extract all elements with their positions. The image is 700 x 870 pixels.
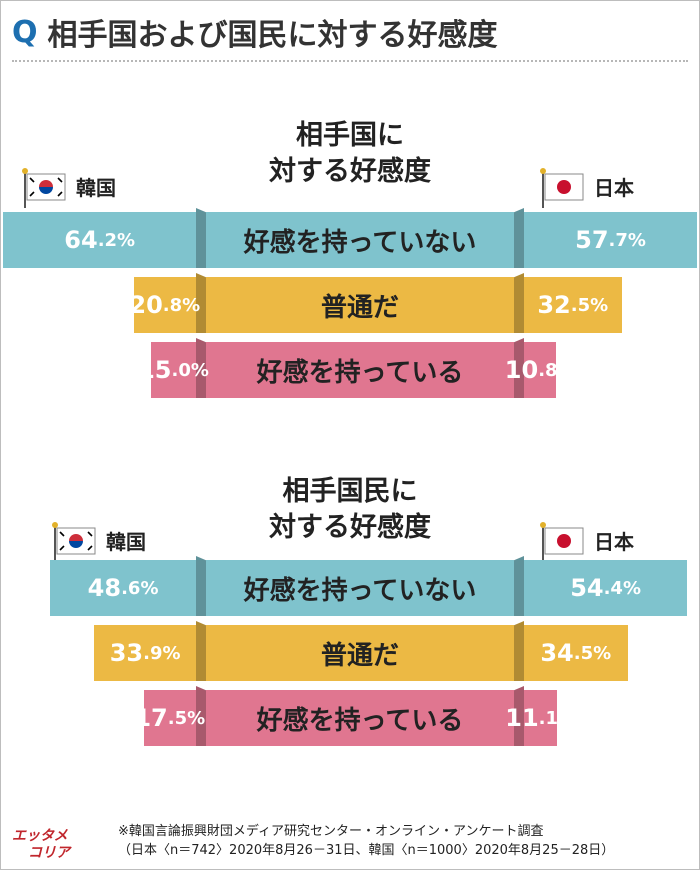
korea-bar: 33.9% bbox=[94, 625, 196, 681]
page-title: Q 相手国および国民に対する好感度 bbox=[12, 10, 498, 54]
value-dec: .7% bbox=[608, 229, 646, 251]
svg-text:エッタメ: エッタメ bbox=[12, 828, 69, 844]
korea-label: 韓国 bbox=[106, 529, 146, 554]
value-int: 64 bbox=[64, 226, 98, 254]
source-line-2: （日本〈n＝742〉2020年8月26－31日、韓国〈n＝1000〉2020年8… bbox=[118, 843, 615, 858]
fold-shadow bbox=[514, 208, 524, 268]
japan-bar: 57.7% bbox=[524, 212, 698, 268]
fold-shadow bbox=[196, 273, 206, 333]
chart-1-heading-line-2: 対する好感度 bbox=[269, 156, 431, 187]
fold-shadow bbox=[514, 273, 524, 333]
fold-shadow bbox=[196, 338, 206, 398]
fold-shadow bbox=[196, 621, 206, 681]
chart-2-korea-label: 韓国 bbox=[52, 522, 146, 562]
chart-2-heading-line-1: 相手国民に bbox=[282, 476, 418, 507]
source-note: ※韓国言論振興財団メディア研究センター・オンライン・アンケート調査 （日本〈n＝… bbox=[118, 822, 614, 860]
value-int: 54 bbox=[570, 574, 604, 602]
category-label: 好感を持っていない bbox=[206, 560, 514, 616]
japan-bar: 54.4% bbox=[524, 560, 688, 616]
chart-1-korea-label: 韓国 bbox=[22, 168, 116, 208]
chart-2-heading: 相手国民に 対する好感度 bbox=[240, 474, 460, 546]
fold-shadow bbox=[514, 556, 524, 616]
question-mark-label: Q bbox=[12, 14, 38, 50]
japan-flag-icon bbox=[540, 522, 588, 562]
japan-label: 日本 bbox=[594, 175, 634, 200]
value-int: 57 bbox=[575, 226, 609, 254]
svg-text:コリア: コリア bbox=[28, 845, 72, 861]
korea-bar: 17.5% bbox=[134, 690, 205, 746]
value-int: 15 bbox=[138, 356, 172, 384]
korea-label: 韓国 bbox=[76, 175, 116, 200]
chart-2-japan-label: 日本 bbox=[540, 522, 634, 562]
value-int: 20 bbox=[129, 291, 163, 319]
korea-bar: 15.0% bbox=[138, 342, 209, 398]
value-dec: .8% bbox=[538, 359, 576, 381]
category-label: 好感を持っている bbox=[206, 342, 514, 398]
value-dec: .0% bbox=[171, 359, 209, 381]
value-int: 34 bbox=[540, 639, 574, 667]
value-int: 17 bbox=[134, 704, 168, 732]
value-int: 33 bbox=[109, 639, 144, 667]
category-label: 普通だ bbox=[206, 625, 514, 681]
fold-shadow bbox=[196, 686, 206, 746]
fold-shadow bbox=[514, 338, 524, 398]
japan-label: 日本 bbox=[594, 529, 634, 554]
source-line-1: ※韓国言論振興財団メディア研究センター・オンライン・アンケート調査 bbox=[118, 824, 544, 839]
value-dec: .2% bbox=[97, 229, 136, 251]
japan-flag-icon bbox=[540, 168, 588, 208]
korea-bar: 48.6% bbox=[50, 560, 196, 616]
japan-bar: 10.8% bbox=[505, 342, 576, 398]
title-divider bbox=[12, 60, 688, 62]
category-label: 普通だ bbox=[206, 277, 514, 333]
japan-bar: 11.1% bbox=[505, 690, 576, 746]
chart-1-heading-line-1: 相手国に bbox=[296, 120, 404, 151]
value-dec: .9% bbox=[143, 642, 181, 664]
fold-shadow bbox=[196, 556, 206, 616]
korea-bar: 20.8% bbox=[129, 277, 200, 333]
value-int: 48 bbox=[87, 574, 122, 602]
value-int: 11 bbox=[505, 704, 539, 732]
value-int: 10 bbox=[504, 356, 539, 384]
korea-flag-icon bbox=[52, 522, 100, 562]
title-text: 相手国および国民に対する好感度 bbox=[47, 18, 498, 53]
value-dec: .6% bbox=[121, 577, 159, 599]
etotame-korea-logo: エッタメ コリア bbox=[8, 825, 118, 861]
value-dec: .5% bbox=[167, 707, 206, 729]
value-dec: .8% bbox=[162, 294, 201, 316]
value-int: 32 bbox=[537, 291, 571, 319]
japan-bar: 32.5% bbox=[524, 277, 622, 333]
korea-flag-icon bbox=[22, 168, 70, 208]
value-dec: .5% bbox=[573, 642, 612, 664]
value-dec: .1% bbox=[538, 707, 577, 729]
value-dec: .5% bbox=[570, 294, 609, 316]
category-label: 好感を持っていない bbox=[206, 212, 514, 268]
fold-shadow bbox=[196, 208, 206, 268]
chart-1-heading: 相手国に 対する好感度 bbox=[250, 118, 450, 190]
fold-shadow bbox=[514, 621, 524, 681]
category-label: 好感を持っている bbox=[206, 690, 514, 746]
korea-bar: 64.2% bbox=[3, 212, 196, 268]
value-dec: .4% bbox=[603, 577, 641, 599]
japan-bar: 34.5% bbox=[524, 625, 628, 681]
chart-2-heading-line-2: 対する好感度 bbox=[269, 512, 431, 543]
fold-shadow bbox=[514, 686, 524, 746]
chart-1-japan-label: 日本 bbox=[540, 168, 634, 208]
